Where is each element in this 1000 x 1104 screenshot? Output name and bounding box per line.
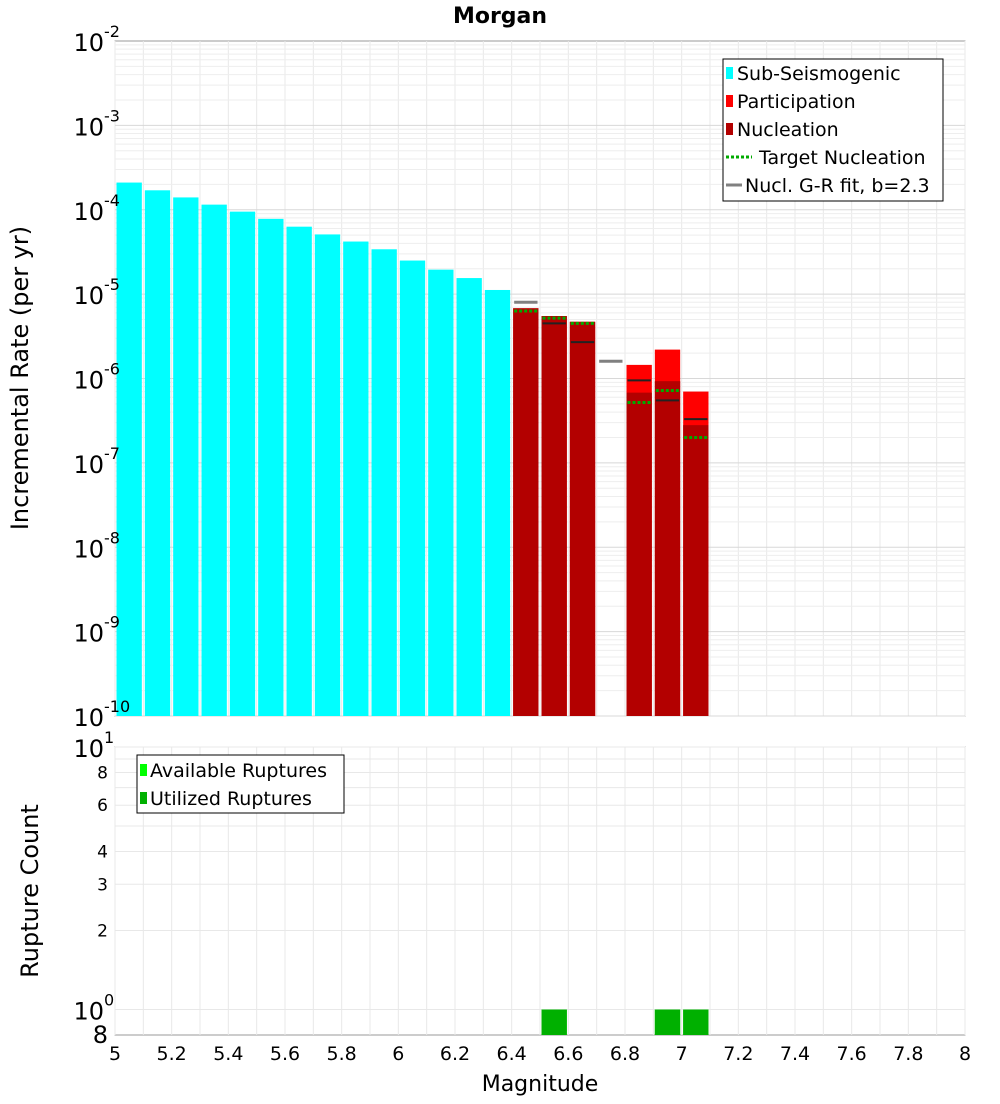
sub-seismogenic-bar [399, 260, 426, 716]
y-tick-base: 10 [73, 113, 104, 141]
sub-seismogenic-bar [371, 249, 397, 716]
nucleation-bar [683, 425, 709, 716]
sub-seismogenic-bar [201, 204, 227, 717]
y-tick-exponent: -8 [104, 528, 120, 547]
y-tick-exponent: -3 [104, 106, 120, 125]
legend-label-available-ruptures: Available Ruptures [150, 760, 327, 782]
utilized-ruptures-bar [683, 1009, 709, 1035]
x-tick-label: 7.6 [837, 1043, 867, 1065]
bottom-legend-box [136, 754, 345, 814]
legend-swatch-participation [726, 95, 733, 107]
x-tick-label: 8 [959, 1043, 971, 1065]
y-tick-exponent: -7 [104, 444, 120, 463]
sub-seismogenic-bar [116, 182, 142, 716]
y-tick-exponent: 1 [104, 728, 114, 747]
top-bars [116, 182, 709, 717]
bottom-legend: Available Ruptures Utilized Ruptures [136, 754, 345, 814]
x-tick-label: 6.8 [610, 1043, 640, 1065]
y-tick-label: 3 [97, 875, 108, 895]
nucleation-bar [541, 316, 567, 716]
x-tick-label: 7.4 [780, 1043, 810, 1065]
y-tick-base: 10 [73, 735, 104, 763]
y-tick-exponent: -9 [104, 613, 120, 632]
y-tick-exponent: -10 [104, 697, 130, 716]
legend-label-sub-seismogenic: Sub-Seismogenic [737, 63, 901, 85]
x-axis-label: Magnitude [482, 1072, 599, 1097]
x-tick-label: 5 [109, 1043, 121, 1065]
nucleation-bar [513, 308, 539, 716]
y-tick-base: 10 [73, 451, 104, 479]
sub-seismogenic-bar [314, 234, 341, 716]
y-tick-exponent: -5 [104, 275, 120, 294]
legend-swatch-nucleation [726, 123, 733, 135]
bottom-y-axis-label: Rupture Count [16, 804, 44, 978]
x-tick-label: 5.6 [270, 1043, 300, 1065]
y-tick-label: 4 [97, 842, 108, 862]
chart-title: Morgan [453, 4, 547, 29]
x-tick-label: 6 [392, 1043, 404, 1065]
legend-label-utilized-ruptures: Utilized Ruptures [150, 788, 312, 810]
sub-seismogenic-bar [173, 197, 199, 717]
y-tick-exponent: -4 [104, 191, 120, 210]
legend-label-nucleation: Nucleation [737, 119, 839, 141]
x-tick-label: 6.6 [553, 1043, 583, 1065]
sub-seismogenic-bar [428, 269, 454, 716]
y-tick-exponent: -6 [104, 360, 120, 379]
legend-swatch-utilized-ruptures [140, 792, 147, 804]
nucleation-bar [569, 321, 596, 716]
x-tick-label: 6.2 [440, 1043, 470, 1065]
y-tick-label: 6 [97, 796, 108, 816]
y-tick-label: 8 [97, 763, 108, 783]
x-tick-label: 5.8 [327, 1043, 357, 1065]
y-tick-bottom-label: 8 [93, 1021, 108, 1049]
top-legend: Sub-Seismogenic Participation Nucleation… [722, 58, 944, 202]
y-tick-base: 10 [73, 29, 104, 57]
bottom-bars [541, 1009, 709, 1035]
y-tick-base: 10 [73, 535, 104, 563]
top-lines [514, 300, 708, 439]
sub-seismogenic-bar [484, 289, 511, 716]
x-tick-label: 6.4 [497, 1043, 527, 1065]
x-tick-label: 7.8 [893, 1043, 923, 1065]
bottom-x-ticks: 5 5.2 5.4 5.6 5.8 6 6.2 6.4 6.6 6.8 7 7.2 7.4 7.6 7.8 8 [109, 1043, 971, 1065]
x-tick-label: 7 [676, 1043, 688, 1065]
y-tick-exponent: -2 [104, 22, 120, 41]
nucleation-bar [654, 381, 681, 716]
x-tick-label: 5.2 [157, 1043, 187, 1065]
y-tick-exponent: 0 [104, 991, 114, 1010]
utilized-ruptures-bar [541, 1009, 567, 1035]
top-y-axis-label: Incremental Rate (per yr) [6, 226, 34, 530]
y-tick-label: 2 [97, 922, 108, 942]
legend-swatch-available-ruptures [140, 764, 147, 776]
x-tick-label: 7.2 [723, 1043, 753, 1065]
utilized-ruptures-bar [654, 1009, 681, 1035]
legend-label-gr-fit: Nucl. G-R fit, b=2.3 [745, 175, 930, 197]
sub-seismogenic-bar [258, 218, 284, 716]
sub-seismogenic-bar [286, 226, 312, 716]
nucleation-bar [626, 392, 652, 716]
sub-seismogenic-bar [343, 241, 369, 717]
sub-seismogenic-bar [144, 190, 171, 716]
y-tick-base: 10 [73, 704, 104, 732]
y-tick-base: 10 [73, 282, 104, 310]
y-tick-base: 10 [73, 620, 104, 648]
x-tick-label: 5.4 [213, 1043, 243, 1065]
legend-label-target-nucleation: Target Nucleation [758, 147, 926, 169]
sub-seismogenic-bar [229, 211, 256, 716]
top-legend-box [722, 58, 944, 202]
y-tick-base: 10 [73, 198, 104, 226]
legend-label-participation: Participation [737, 91, 856, 113]
sub-seismogenic-bar [456, 278, 482, 716]
legend-swatch-sub-seismogenic [726, 67, 733, 79]
y-tick-base: 10 [73, 367, 104, 395]
y-tick-base: 10 [73, 998, 104, 1026]
